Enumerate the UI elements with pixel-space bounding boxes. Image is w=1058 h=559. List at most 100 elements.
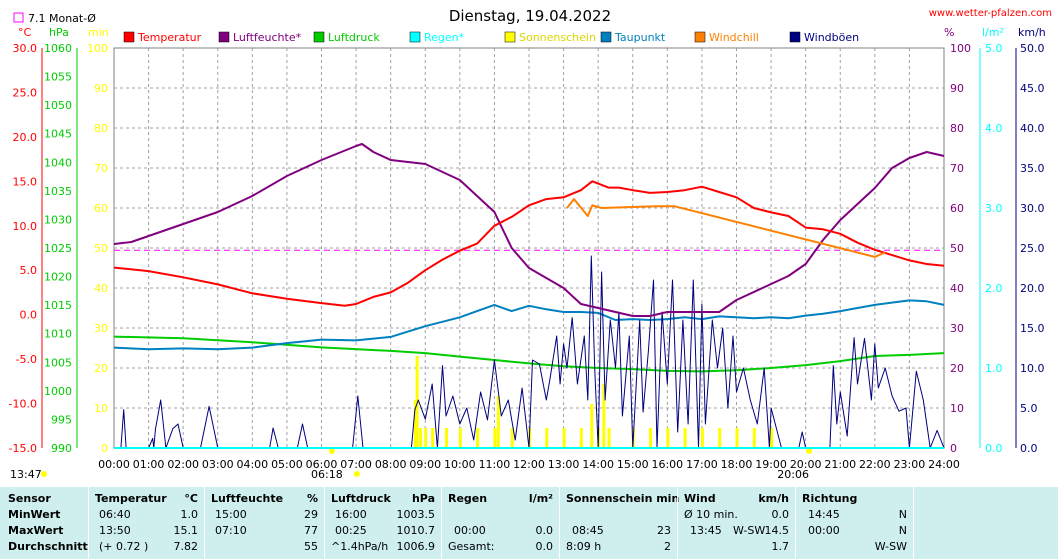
dir-max-val: N — [898, 524, 907, 537]
series-luftdruck — [113, 335, 945, 373]
time-tick-label: 04:00 — [236, 458, 268, 471]
press-tick-label: 1010 — [44, 328, 72, 341]
series-taupunkt — [113, 299, 945, 351]
monthly-avg-marker — [13, 12, 24, 23]
stats-table: Sensor MinWert MaxWert Durchschnitt Temp… — [0, 487, 1058, 559]
dir-min-val: N — [898, 508, 907, 521]
temp-tick-label: -15.0 — [9, 442, 37, 455]
temp-tick-label: 25.0 — [13, 86, 38, 99]
sun-tick-label: 90 — [94, 82, 108, 95]
legend-label: Sonnenschein — [519, 31, 596, 44]
sunshine-bar — [413, 400, 417, 448]
sunset-marker — [806, 448, 813, 454]
weather-chart: Dienstag, 19.04.2022 www.wetter-pfalzen.… — [8, 7, 1052, 481]
dir-avg-val: W-SW — [874, 540, 907, 553]
temp-tick-label: 0.0 — [20, 309, 38, 322]
grid — [113, 47, 945, 449]
wind-max-time: 13:45 — [690, 524, 722, 537]
press-tick-label: 1060 — [44, 42, 72, 55]
sunshine-bar — [752, 428, 756, 448]
series-windben — [114, 255, 945, 449]
time-tick-label: 18:00 — [721, 458, 753, 471]
sunrise-label: 06:18 — [311, 468, 343, 481]
sunshine-bar — [735, 428, 739, 448]
time-tick-label: 03:00 — [202, 458, 234, 471]
time-tick-label: 02:00 — [167, 458, 199, 471]
sunshine-bar — [476, 428, 480, 448]
wind-tick-label: 10.0 — [1020, 362, 1045, 375]
hum-min-val: 29 — [304, 508, 318, 521]
time-tick-label: 10:00 — [444, 458, 476, 471]
time-tick-label: 01:00 — [133, 458, 165, 471]
wind-min-val: 0.0 — [771, 508, 790, 521]
rain-unit: l/m² — [982, 26, 1004, 39]
press-tick-label: 1030 — [44, 213, 72, 226]
series-layer — [113, 143, 945, 449]
time-tick-label: 14:00 — [582, 458, 614, 471]
monthly-avg-label: 7.1 Monat-Ø — [28, 12, 96, 25]
hum-tick-label: 40 — [950, 282, 964, 295]
wind-max-dir: W-SW — [733, 524, 766, 537]
dir-max-time: 00:00 — [808, 524, 840, 537]
legend-swatch — [600, 31, 612, 43]
press-tick-label: 1045 — [44, 128, 72, 141]
wind-tick-label: 0.0 — [1020, 442, 1038, 455]
hum-tick-label: 0 — [950, 442, 957, 455]
sunshine-bar — [770, 428, 774, 448]
wind-tick-label: 45.0 — [1020, 82, 1045, 95]
wind-tick-label: 35.0 — [1020, 162, 1045, 175]
legend-label: Temperatur — [137, 31, 202, 44]
rain-tick-label: 0.0 — [985, 442, 1003, 455]
sun-head: Sonnenschein min — [566, 492, 680, 505]
temp-head: Temperatur — [95, 492, 167, 505]
time-tick-label: 16:00 — [651, 458, 683, 471]
hum-unit: % — [944, 26, 954, 39]
press-tick-label: 1050 — [44, 99, 72, 112]
temp-tick-label: 15.0 — [13, 175, 38, 188]
legend-label: Windchill — [709, 31, 759, 44]
press-unit-head: hPa — [411, 492, 435, 505]
sunshine-bar — [683, 428, 687, 448]
hum-unit-head: % — [306, 492, 318, 505]
press-tick-label: 995 — [51, 413, 72, 426]
sun-tick-label: 0 — [101, 442, 108, 455]
temp-avg-val: 7.82 — [173, 540, 199, 553]
press-tick-label: 1040 — [44, 156, 72, 169]
press-avg-extra: ^1.4hPa/h — [331, 540, 389, 553]
wind-tick-label: 50.0 — [1020, 42, 1045, 55]
hum-tick-label: 10 — [950, 402, 964, 415]
press-tick-label: 990 — [51, 442, 72, 455]
sun-tick-label: 10 — [94, 402, 108, 415]
hum-head: Luftfeuchte — [211, 492, 284, 505]
press-tick-label: 1015 — [44, 299, 72, 312]
sun-tick-label: 70 — [94, 162, 108, 175]
wind-unit: km/h — [1018, 26, 1046, 39]
time-tick-label: 13:00 — [548, 458, 580, 471]
sun-tick-label: 100 — [87, 42, 108, 55]
press-tick-label: 1000 — [44, 385, 72, 398]
rain-max-time: 00:00 — [454, 524, 486, 537]
legend-label: Taupunkt — [614, 31, 666, 44]
legend: Temperatur Luftfeuchte* Luftdruck Regen* Son… — [123, 31, 859, 44]
temp-tick-label: 20.0 — [13, 131, 38, 144]
sun-tick-label: 60 — [94, 202, 108, 215]
wind-max-val: 14.5 — [764, 524, 790, 537]
time-tick-label: 22:00 — [859, 458, 891, 471]
series-temperatur — [113, 180, 945, 307]
rain-tick-label: 5.0 — [985, 42, 1003, 55]
sunshine-bar — [607, 428, 611, 448]
legend-label: Regen* — [424, 31, 465, 44]
site-url: www.wetter-pfalzen.com — [929, 8, 1052, 19]
legend-label: Luftfeuchte* — [233, 31, 302, 44]
row-label-avg: Durchschnitt — [8, 540, 88, 553]
press-max-val: 1010.7 — [396, 524, 436, 537]
sunshine-bar — [579, 428, 583, 448]
press-min-time: 16:00 — [335, 508, 367, 521]
hum-tick-label: 50 — [950, 242, 964, 255]
sunshine-bar — [445, 428, 448, 448]
wind-min-time: Ø 10 min. — [684, 508, 738, 521]
legend-swatch — [694, 31, 706, 43]
wind-tick-label: 25.0 — [1020, 242, 1045, 255]
temp-unit: °C — [18, 26, 32, 39]
legend-swatch — [504, 31, 516, 43]
